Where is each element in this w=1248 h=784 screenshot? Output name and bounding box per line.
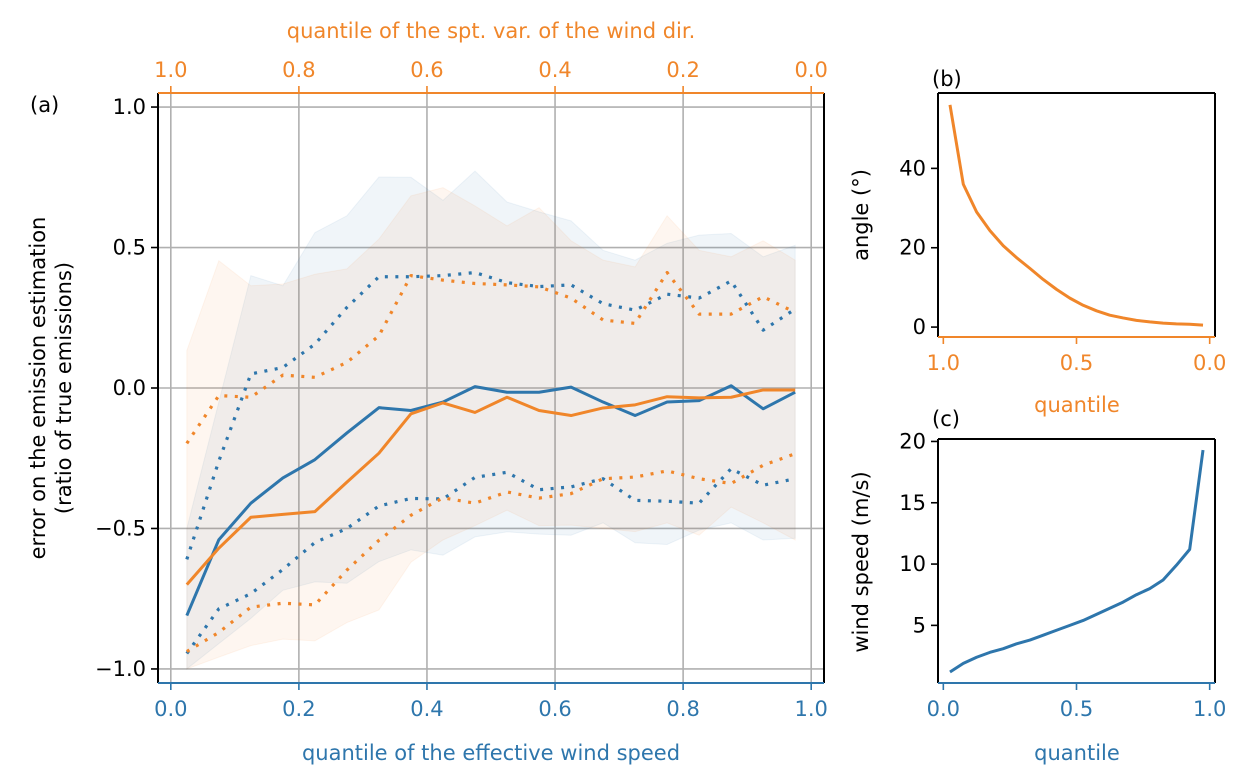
y-tick-label: 0.0 (113, 376, 146, 400)
x-tick-label: 0.8 (666, 697, 699, 721)
panel-b-lines (948, 104, 1204, 327)
top-x-tick-label: 0.6 (410, 58, 443, 82)
x-tick-label: 0.4 (410, 697, 443, 721)
y-tick-label: 0.5 (113, 236, 146, 260)
top-x-tick-label: 0.2 (666, 58, 699, 82)
series-line-wind-direction-median (185, 388, 796, 586)
panel-a-y-axis-label-line2: (ratio of true emissions) (52, 262, 76, 514)
panel-a-axes: 0.0 0.2 0.4 0.6 0.8 1.0 1.0 0.8 0.6 0.4 0.2 0.0 −1.0… (95, 58, 828, 721)
panel-b-axes: 1.0 0.5 0.0 0 20 40 (899, 92, 1226, 375)
panel-b-x-axis-label: quantile (1034, 393, 1120, 417)
panel-a-main-chart: 0.0 0.2 0.4 0.6 0.8 1.0 1.0 0.8 0.6 0.4 0.2 0.0 −1.0… (26, 19, 828, 765)
y-tick-label: 40 (899, 156, 926, 180)
y-tick-label: 10 (899, 552, 926, 576)
panel-a-y-axis-label-line1: error on the emission estimation (26, 217, 50, 560)
panel-a-top-axis-label: quantile of the spt. var. of the wind di… (287, 19, 696, 43)
x-tick-label: 0.2 (282, 697, 315, 721)
y-tick-label: 0 (913, 315, 926, 339)
panel-b-angle-chart: 1.0 0.5 0.0 0 20 40 (b) quantile angle (°) (849, 67, 1226, 417)
x-tick-label: 1.0 (1193, 697, 1226, 721)
x-tick-label: 0.0 (927, 697, 960, 721)
x-tick-label: 1.0 (794, 697, 827, 721)
series-line-wind-direction-upper-quartile (185, 270, 796, 445)
series-line-wind-speed-lower-quartile (185, 467, 796, 655)
series-line-wind-speed-upper-quartile (185, 270, 797, 560)
x-tick-label: 0.5 (1060, 697, 1093, 721)
y-tick-label: 15 (899, 491, 926, 515)
panel-a-lines (185, 270, 797, 655)
top-x-tick-label: 0.0 (794, 58, 827, 82)
x-tick-label: 0.0 (1193, 351, 1226, 375)
band-orange (186, 187, 796, 670)
series-line-wind-direction-lower-quartile (185, 452, 796, 653)
band-blue (186, 170, 796, 670)
top-x-tick-label: 0.8 (282, 58, 315, 82)
panel-c-label: (c) (932, 407, 960, 431)
panel-c-y-axis-label: wind speed (m/s) (849, 471, 873, 652)
y-tick-label: 20 (899, 429, 926, 453)
panel-c-lines (949, 449, 1205, 674)
panel-c-axes: 0.0 0.5 1.0 5 10 15 20 (899, 429, 1226, 721)
panel-c-x-axis-label: quantile (1034, 741, 1120, 765)
top-x-tick-label: 1.0 (154, 58, 187, 82)
panel-a-bands (186, 170, 796, 670)
panel-c-wind-speed-chart: 0.0 0.5 1.0 5 10 15 20 (c) quantile wind speed… (849, 407, 1226, 765)
series-line-wind-speed (949, 449, 1205, 674)
series-line-wind-speed-median (185, 384, 796, 617)
panel-b-y-axis-label: angle (°) (849, 169, 873, 261)
x-tick-label: 0.0 (154, 697, 187, 721)
y-tick-label: 20 (899, 236, 926, 260)
y-tick-label: 5 (913, 613, 926, 637)
y-tick-label: −0.5 (95, 516, 146, 540)
top-x-tick-label: 0.4 (538, 58, 571, 82)
y-tick-label: −1.0 (95, 657, 146, 681)
series-line-angle (948, 104, 1204, 327)
panel-a-x-axis-label: quantile of the effective wind speed (302, 741, 680, 765)
panel-a-label: (a) (30, 93, 59, 117)
x-tick-label: 1.0 (927, 351, 960, 375)
y-tick-label: 1.0 (113, 95, 146, 119)
x-tick-label: 0.5 (1060, 351, 1093, 375)
x-tick-label: 0.6 (538, 697, 571, 721)
panel-b-label: (b) (932, 67, 962, 91)
